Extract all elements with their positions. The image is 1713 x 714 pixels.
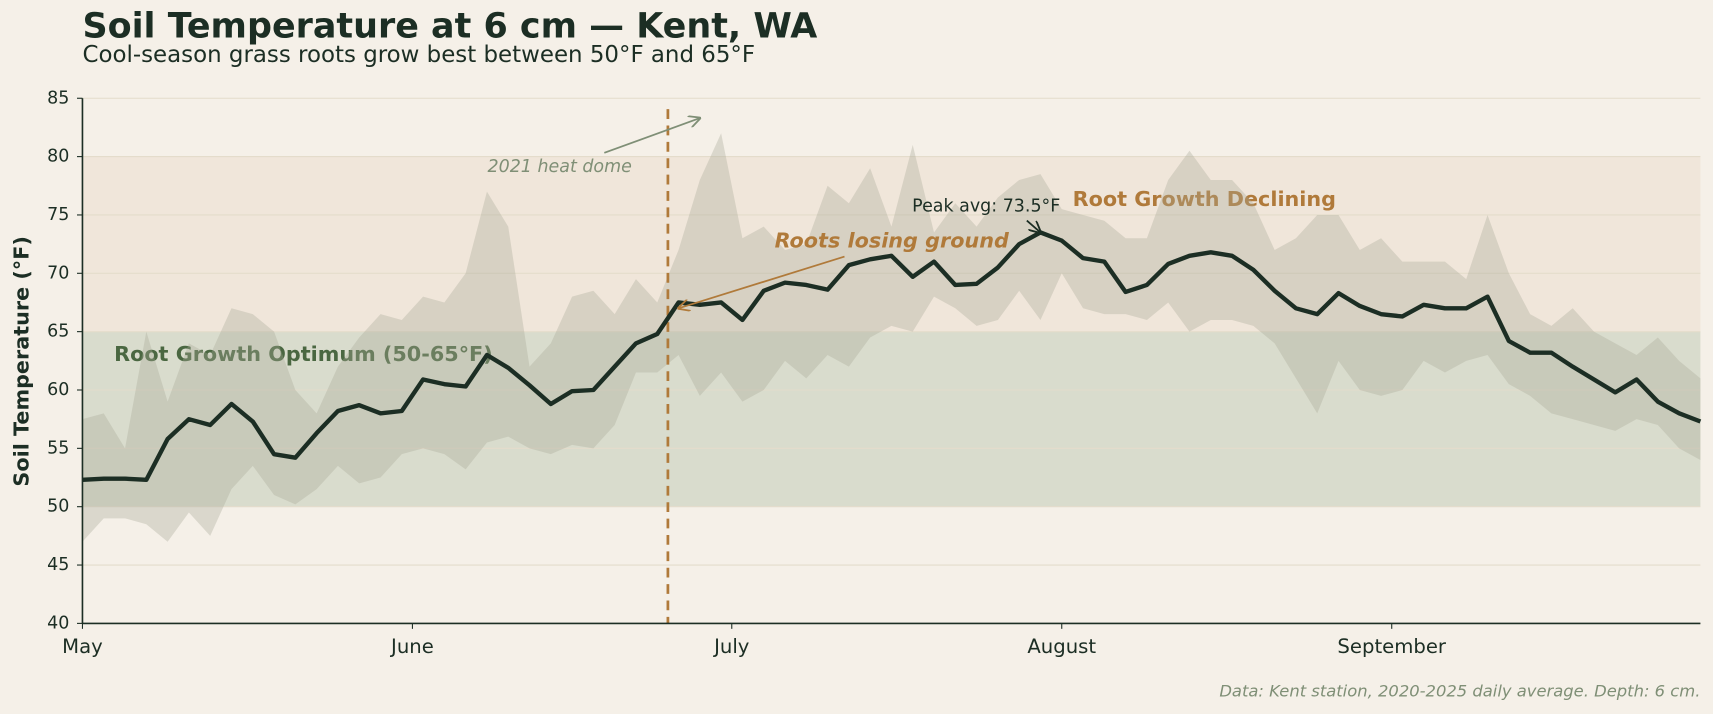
x-tick-label: June [389, 635, 434, 658]
source-note: Data: Kent station, 2020-2025 daily aver… [1219, 682, 1700, 701]
line [82, 230, 1702, 483]
y-tick-label: 40 [47, 613, 69, 633]
zone-label: Root Growth Optimum (50-65°F) [114, 342, 493, 366]
zone-label: Root Growth Declining [1073, 187, 1336, 211]
chart-title: Soil Temperature at 6 cm — Kent, WA [82, 6, 817, 46]
annotation: Peak avg: 73.5°F [912, 196, 1060, 216]
x-tick-label: July [712, 635, 750, 658]
annotation: 2021 heat dome [487, 157, 631, 177]
y-tick-label: 85 [47, 88, 69, 108]
y-tick-label: 60 [47, 380, 69, 400]
y-tick-label: 55 [47, 438, 69, 458]
y-tick-label: 65 [47, 322, 69, 342]
zone [82, 156, 1701, 332]
y-tick-label: 80 [47, 147, 69, 167]
annotation-arrow [1026, 219, 1041, 233]
x-tick-label: May [62, 635, 103, 658]
y-tick-label: 45 [47, 555, 69, 575]
y-tick-label: 70 [47, 263, 69, 283]
y-axis-label: Soil Temperature (°F) [9, 236, 33, 486]
annotation: Roots losing ground [775, 228, 1010, 252]
zone [82, 331, 1701, 507]
y-tick-label: 75 [47, 205, 69, 225]
annotation-arrow [604, 118, 700, 154]
range-band [82, 133, 1701, 542]
annotation-arrow [679, 255, 845, 309]
y-tick-label: 50 [47, 497, 69, 517]
x-tick-label: August [1027, 635, 1096, 658]
chart-subtitle: Cool-season grass roots grow best betwee… [82, 42, 755, 68]
x-tick-label: September [1337, 635, 1446, 658]
